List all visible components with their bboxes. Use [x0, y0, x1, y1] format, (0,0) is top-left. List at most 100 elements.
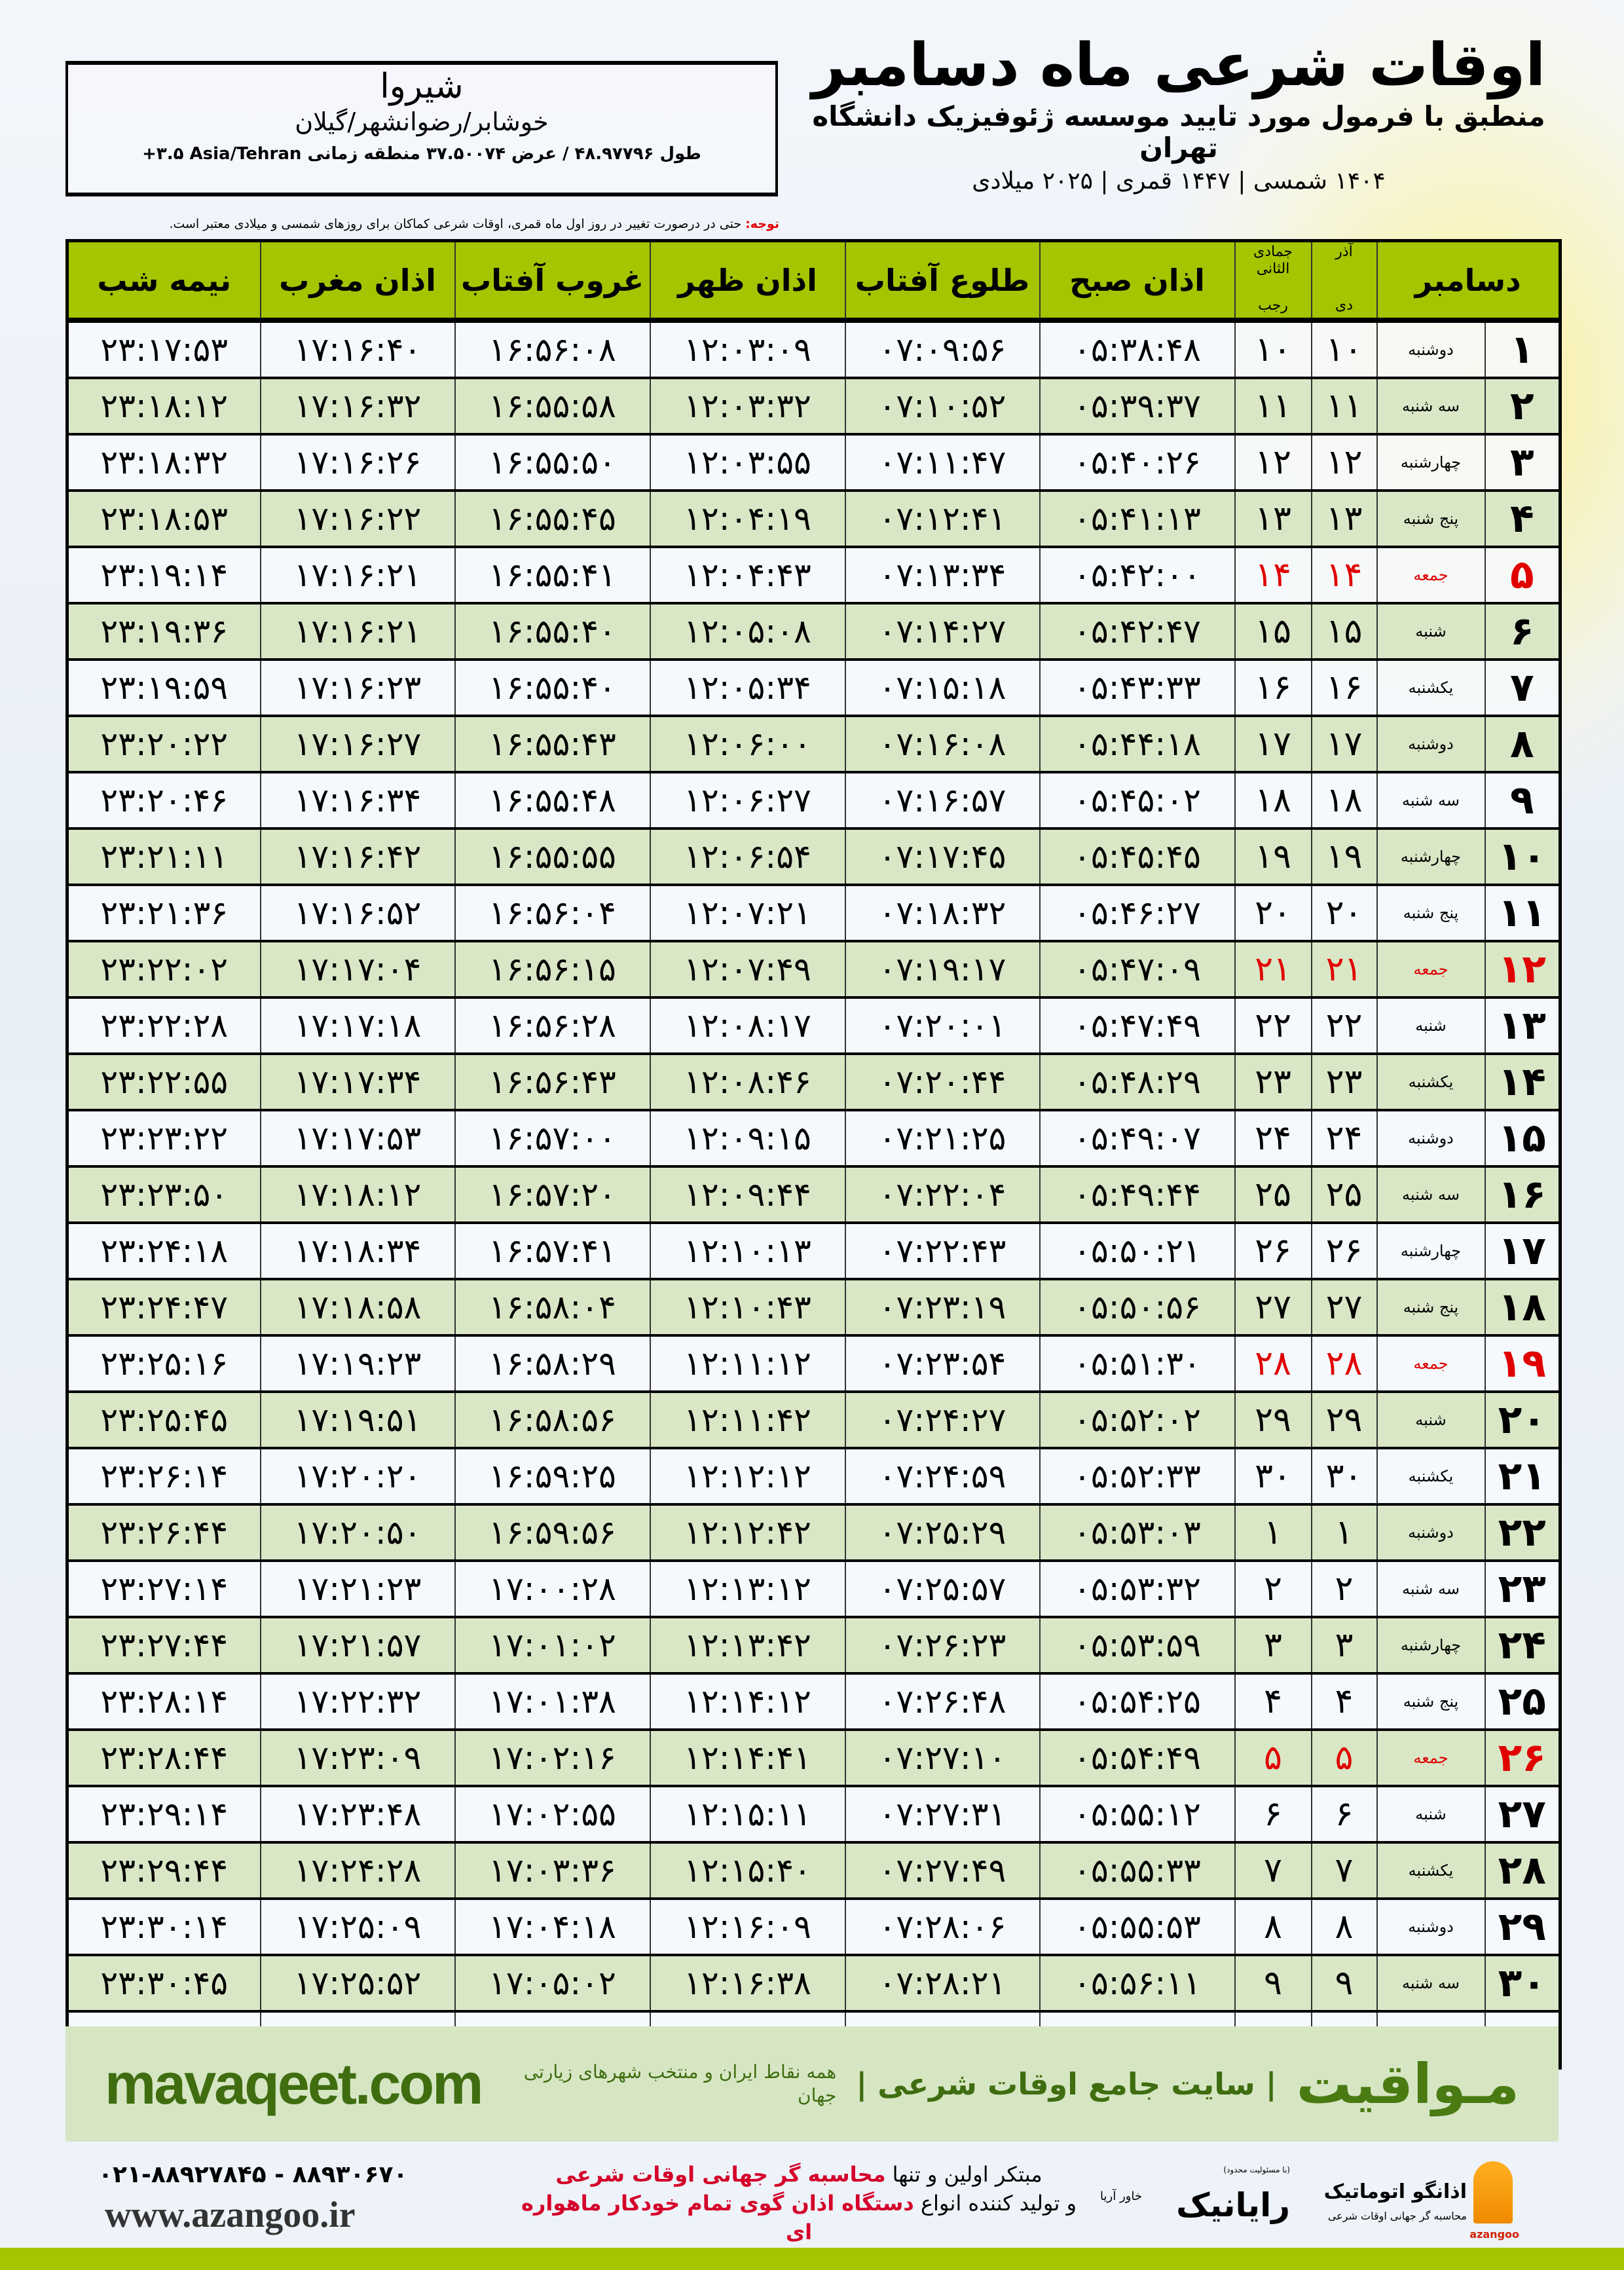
hijri-day: ۲۹	[1234, 1391, 1312, 1449]
fajr-time: ۰۵:۵۳:۵۹	[1039, 1616, 1236, 1675]
sunset-time: ۱۶:۵۵:۵۸	[454, 377, 651, 436]
calendar-years: ۱۴۰۴ شمسی | ۱۴۴۷ قمری | ۲۰۲۵ میلادی	[972, 168, 1386, 195]
sunset-time: ۱۶:۵۶:۰۸	[454, 320, 651, 379]
footer-website[interactable]: www.azangoo.ir	[105, 2195, 356, 2235]
rayanik-name: رایانیک	[1176, 2186, 1290, 2224]
table-row: ۱۲ جمعه ۲۱ ۲۱ ۰۵:۴۷:۰۹ ۰۷:۱۹:۱۷ ۱۲:۰۷:۴۹ ۱۶:۵۶:…	[66, 940, 1561, 999]
day-number: ۱۴	[1484, 1053, 1561, 1111]
fajr-time: ۰۵:۵۵:۵۳	[1039, 1898, 1236, 1956]
hijri-day: ۱۰	[1234, 320, 1312, 379]
sunset-time: ۱۷:۰۲:۵۵	[454, 1785, 651, 1844]
location-box: شیروا خوشابر/رضوانشهر/گیلان طول ۴۸.۹۷۷۹۶…	[65, 61, 778, 196]
shamsi-day: ۸	[1310, 1898, 1378, 1956]
sunrise-time: ۰۷:۲۵:۵۷	[844, 1560, 1041, 1618]
note-label: توجه:	[745, 217, 779, 231]
mavaqeet-url[interactable]: mavaqeet.com	[105, 2051, 483, 2116]
weekday: سه شنبه	[1376, 1166, 1486, 1224]
weekday: پنج شنبه	[1376, 1673, 1486, 1731]
midnight-time: ۲۳:۲۹:۱۴	[66, 1785, 261, 1844]
day-number: ۱۱	[1484, 884, 1561, 942]
maghrib-time: ۱۷:۱۸:۵۸	[259, 1278, 456, 1337]
table-row: ۱۳ شنبه ۲۲ ۲۲ ۰۵:۴۷:۴۹ ۰۷:۲۰:۰۱ ۱۲:۰۸:۱۷ ۱۶:۵۶:…	[66, 997, 1561, 1055]
dhuhr-time: ۱۲:۰۹:۴۴	[649, 1166, 846, 1224]
footer-line1-red: محاسبه گر جهانی اوقات شرعی	[555, 2162, 886, 2187]
weekday: جمعه	[1376, 940, 1486, 999]
midnight-time: ۲۳:۲۲:۵۵	[66, 1053, 261, 1111]
day-number: ۲۳	[1484, 1560, 1561, 1618]
hijri-day: ۲۲	[1234, 997, 1312, 1055]
shamsi-day: ۲۸	[1310, 1335, 1378, 1393]
shamsi-day: ۱۶	[1310, 659, 1378, 717]
fajr-time: ۰۵:۳۸:۴۸	[1039, 320, 1236, 379]
table-row: ۱۸ پنج شنبه ۲۷ ۲۷ ۰۵:۵۰:۵۶ ۰۷:۲۳:۱۹ ۱۲:۱۰:۴۳ ۱۶…	[66, 1278, 1561, 1337]
table-row: ۲۰ شنبه ۲۹ ۲۹ ۰۵:۵۲:۰۲ ۰۷:۲۴:۲۷ ۱۲:۱۱:۴۲ ۱۶:۵۸:…	[66, 1391, 1561, 1449]
hijri-day: ۲	[1234, 1560, 1312, 1618]
header-shamsi-top: آذر	[1335, 244, 1353, 260]
table-row: ۸ دوشنبه ۱۷ ۱۷ ۰۵:۴۴:۱۸ ۰۷:۱۶:۰۸ ۱۲:۰۶:۰۰ ۱۶:۵۵…	[66, 715, 1561, 773]
hijri-day: ۱۵	[1234, 603, 1312, 661]
sunrise-time: ۰۷:۱۸:۳۲	[844, 884, 1041, 942]
fajr-time: ۰۵:۵۵:۳۳	[1039, 1842, 1236, 1900]
header-hijri: جمادی الثانی رجب	[1234, 240, 1312, 323]
midnight-time: ۲۳:۱۹:۱۴	[66, 546, 261, 605]
day-number: ۱۷	[1484, 1222, 1561, 1280]
dhuhr-time: ۱۲:۱۲:۱۲	[649, 1447, 846, 1506]
header-fajr: اذان صبح	[1039, 240, 1235, 323]
dhuhr-time: ۱۲:۱۴:۴۱	[649, 1729, 846, 1787]
weekday: دوشنبه	[1376, 715, 1486, 773]
day-number: ۱۹	[1484, 1335, 1561, 1393]
maghrib-time: ۱۷:۲۳:۴۸	[259, 1785, 456, 1844]
rayanik-logo: (با مسئولیت محدود) رایانیک خاور آریا	[1100, 2165, 1290, 2240]
dhuhr-time: ۱۲:۰۶:۵۴	[649, 828, 846, 886]
sunrise-time: ۰۷:۲۸:۰۶	[844, 1898, 1041, 1956]
dhuhr-time: ۱۲:۱۶:۰۹	[649, 1898, 846, 1956]
sunset-time: ۱۶:۵۷:۴۱	[454, 1222, 651, 1280]
sunrise-time: ۰۷:۲۷:۱۰	[844, 1729, 1041, 1787]
table-row: ۲۹ دوشنبه ۸ ۸ ۰۵:۵۵:۵۳ ۰۷:۲۸:۰۶ ۱۲:۱۶:۰۹ ۱۷:۰۴:…	[66, 1898, 1561, 1956]
dhuhr-time: ۱۲:۰۵:۰۸	[649, 603, 846, 661]
day-number: ۱۶	[1484, 1166, 1561, 1224]
day-number: ۱۸	[1484, 1278, 1561, 1337]
table-row: ۱۷ چهارشنبه ۲۶ ۲۶ ۰۵:۵۰:۲۱ ۰۷:۲۲:۴۳ ۱۲:۱۰:۱۳ ۱۶…	[66, 1222, 1561, 1280]
day-number: ۱	[1484, 320, 1561, 379]
weekday: شنبه	[1376, 997, 1486, 1055]
sunset-time: ۱۷:۰۳:۳۶	[454, 1842, 651, 1900]
dhuhr-time: ۱۲:۰۹:۱۵	[649, 1109, 846, 1168]
fajr-time: ۰۵:۴۱:۱۳	[1039, 490, 1236, 548]
day-number: ۷	[1484, 659, 1561, 717]
hijri-day: ۱۶	[1234, 659, 1312, 717]
shamsi-day: ۵	[1310, 1729, 1378, 1787]
fajr-time: ۰۵:۳۹:۳۷	[1039, 377, 1236, 436]
midnight-time: ۲۳:۳۰:۴۵	[66, 1954, 261, 2013]
sunset-time: ۱۷:۰۵:۰۲	[454, 1954, 651, 2013]
dhuhr-time: ۱۲:۱۱:۴۲	[649, 1391, 846, 1449]
header-month: دسامبر	[1376, 240, 1560, 323]
midnight-time: ۲۳:۱۸:۱۲	[66, 377, 261, 436]
maghrib-time: ۱۷:۲۳:۰۹	[259, 1729, 456, 1787]
weekday: شنبه	[1376, 1391, 1486, 1449]
weekday: یکشنبه	[1376, 1842, 1486, 1900]
table-row: ۲۸ یکشنبه ۷ ۷ ۰۵:۵۵:۳۳ ۰۷:۲۷:۴۹ ۱۲:۱۵:۴۰ ۱۷:۰۳:…	[66, 1842, 1561, 1900]
shamsi-day: ۲۲	[1310, 997, 1378, 1055]
day-number: ۹	[1484, 772, 1561, 830]
sunrise-time: ۰۷:۱۶:۰۸	[844, 715, 1041, 773]
hijri-day: ۱۴	[1234, 546, 1312, 605]
day-number: ۲	[1484, 377, 1561, 436]
fajr-time: ۰۵:۴۴:۱۸	[1039, 715, 1236, 773]
sunset-time: ۱۶:۵۵:۴۵	[454, 490, 651, 548]
fajr-time: ۰۵:۵۰:۵۶	[1039, 1278, 1236, 1337]
weekday: یکشنبه	[1376, 1053, 1486, 1111]
footer-line1: مبتکر اولین و تنها	[885, 2162, 1043, 2187]
dhuhr-time: ۱۲:۰۳:۳۲	[649, 377, 846, 436]
midnight-time: ۲۳:۲۱:۱۱	[66, 828, 261, 886]
weekday: سه شنبه	[1376, 1954, 1486, 2013]
day-number: ۲۲	[1484, 1504, 1561, 1562]
mavaqeet-subslogan: همه نقاط ایران و منتخب شهرهای زیارتی جها…	[523, 2061, 837, 2106]
table-row: ۱۵ دوشنبه ۲۴ ۲۴ ۰۵:۴۹:۰۷ ۰۷:۲۱:۲۵ ۱۲:۰۹:۱۵ ۱۶:۵…	[66, 1109, 1561, 1168]
sunrise-time: ۰۷:۲۶:۴۸	[844, 1673, 1041, 1731]
sunrise-time: ۰۷:۱۲:۴۱	[844, 490, 1041, 548]
day-number: ۱۵	[1484, 1109, 1561, 1168]
shamsi-day: ۱۸	[1310, 772, 1378, 830]
azangoo-brand: اذانگو اتوماتیک	[1323, 2180, 1467, 2203]
hijri-day: ۲۴	[1234, 1109, 1312, 1168]
